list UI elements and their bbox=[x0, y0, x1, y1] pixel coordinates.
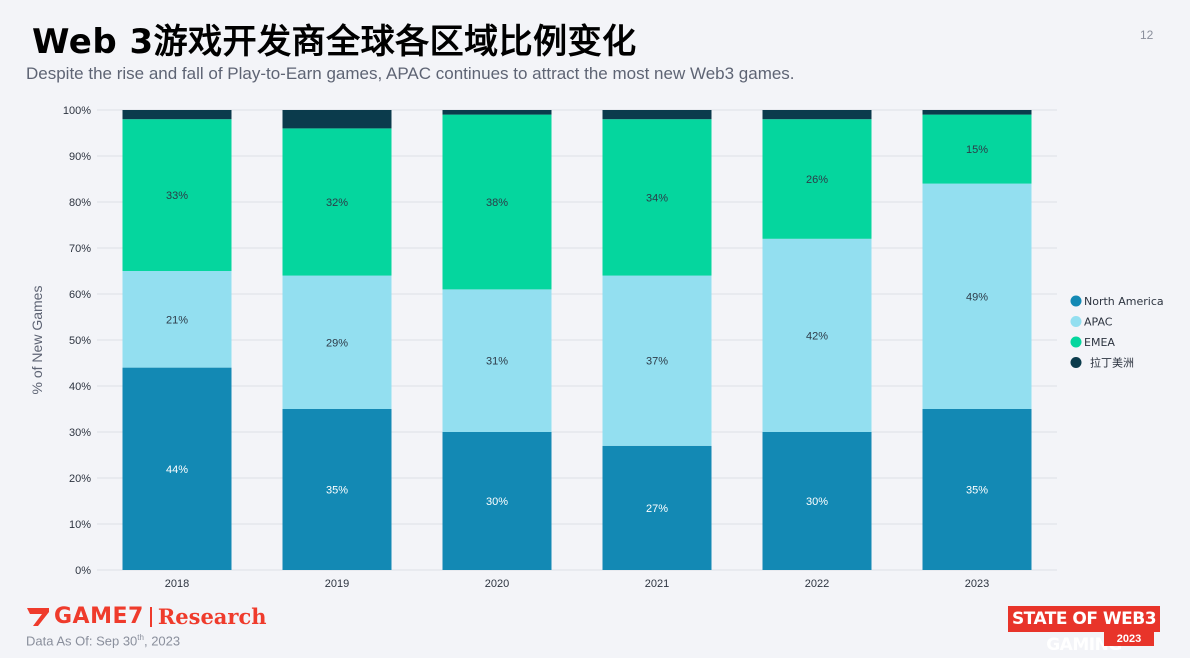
x-tick-label: 2020 bbox=[485, 578, 509, 590]
y-tick-label: 80% bbox=[69, 197, 91, 209]
page-number: 12 bbox=[1140, 28, 1154, 42]
x-tick-label: 2023 bbox=[965, 578, 989, 590]
brand-subtitle: Research bbox=[157, 604, 267, 629]
bar-segment bbox=[442, 114, 552, 290]
data-label: 27% bbox=[646, 503, 668, 515]
data-label: 44% bbox=[166, 464, 188, 476]
legend-marker bbox=[1070, 316, 1082, 327]
bar-segment bbox=[282, 110, 392, 129]
y-tick-label: 20% bbox=[69, 473, 91, 485]
data-label: 38% bbox=[486, 197, 508, 209]
bar-segment bbox=[922, 114, 1032, 184]
bar-segment bbox=[602, 119, 712, 276]
data-label: 31% bbox=[486, 356, 508, 368]
data-label: 26% bbox=[806, 174, 828, 186]
data-label: 49% bbox=[966, 291, 988, 303]
data-label: 37% bbox=[646, 356, 668, 368]
legend-label: EMEA bbox=[1084, 336, 1115, 349]
state-logo-year: 2023 bbox=[1104, 632, 1154, 646]
bar-segment bbox=[762, 119, 872, 239]
x-tick-label: 2018 bbox=[165, 578, 189, 590]
bar-segment bbox=[762, 238, 872, 432]
bar-segment bbox=[282, 128, 392, 276]
state-logo-text: STATE OF WEB3 GAMING bbox=[1008, 606, 1160, 655]
data-label: 21% bbox=[166, 314, 188, 326]
game7-mark-icon bbox=[27, 607, 49, 626]
legend-label: APAC bbox=[1084, 316, 1113, 329]
y-tick-label: 40% bbox=[69, 381, 91, 393]
bar-segment bbox=[442, 289, 552, 432]
data-label: 15% bbox=[966, 144, 988, 156]
y-tick-label: 90% bbox=[69, 151, 91, 163]
bar-segment bbox=[282, 409, 392, 570]
legend-marker bbox=[1070, 295, 1082, 307]
bar-segment bbox=[762, 432, 872, 570]
y-tick-label: 60% bbox=[69, 289, 91, 301]
data-label: 29% bbox=[326, 337, 348, 349]
bar-segment bbox=[442, 432, 552, 570]
bar-segment bbox=[122, 367, 232, 570]
bar-segment bbox=[922, 110, 1032, 115]
data-label: 35% bbox=[966, 485, 988, 497]
data-label: 42% bbox=[806, 330, 828, 342]
legend-label: North America bbox=[1084, 295, 1164, 308]
page-title: Web 3游戏开发商全球各区域比例变化 bbox=[32, 22, 637, 62]
y-tick-label: 70% bbox=[69, 243, 91, 255]
bar-segment bbox=[442, 110, 552, 115]
bar-segment bbox=[122, 110, 232, 120]
y-tick-label: 50% bbox=[69, 335, 91, 347]
bar-segment bbox=[282, 275, 392, 409]
x-tick-label: 2021 bbox=[645, 578, 669, 590]
bar-segment bbox=[122, 271, 232, 368]
legend-marker bbox=[1070, 336, 1082, 348]
bar-segment bbox=[922, 409, 1032, 570]
y-tick-label: 10% bbox=[69, 519, 91, 531]
legend-marker bbox=[1070, 357, 1082, 368]
bar-segment bbox=[602, 110, 712, 120]
bar-segment bbox=[762, 110, 872, 120]
brand-logo: GAME7 Research bbox=[26, 604, 267, 629]
state-of-web3-gaming-logo: STATE OF WEB3 GAMING 2023 bbox=[1008, 606, 1160, 655]
data-label: 30% bbox=[806, 496, 828, 508]
y-tick-label: 100% bbox=[63, 105, 91, 117]
y-tick-label: 0% bbox=[75, 565, 91, 577]
data-label: 35% bbox=[326, 485, 348, 497]
data-as-of: Data As Of: Sep 30th, 2023 bbox=[26, 633, 181, 649]
x-tick-label: 2019 bbox=[325, 578, 349, 590]
page-subtitle: Despite the rise and fall of Play-to-Ear… bbox=[26, 64, 795, 83]
legend-label: 拉丁美洲 bbox=[1090, 356, 1134, 370]
data-label: 33% bbox=[166, 190, 188, 202]
brand-name: GAME7 bbox=[54, 604, 144, 629]
y-axis-label: % of New Games bbox=[29, 286, 45, 395]
stacked-bar-chart: 0% 10% 20% 30% 40% 50% 60% 70% 80% 90% 100% % of Ne… bbox=[29, 105, 1164, 590]
bar-segment bbox=[602, 275, 712, 446]
data-label: 32% bbox=[326, 197, 348, 209]
data-label: 30% bbox=[486, 496, 508, 508]
bar-segment bbox=[122, 119, 232, 271]
bar-segment bbox=[602, 445, 712, 570]
y-tick-label: 30% bbox=[69, 427, 91, 439]
bar-segment bbox=[922, 183, 1032, 409]
brand-separator bbox=[149, 606, 152, 627]
x-tick-label: 2022 bbox=[805, 578, 829, 590]
data-label: 34% bbox=[646, 192, 668, 204]
